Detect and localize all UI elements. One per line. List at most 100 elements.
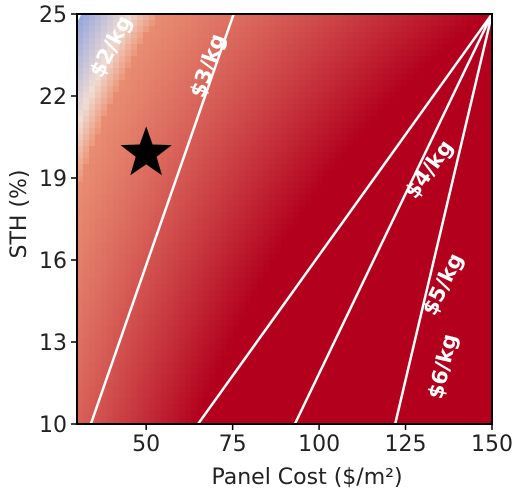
heatmap-cell	[173, 326, 180, 333]
heatmap-cell	[173, 26, 180, 33]
heatmap-cell	[365, 278, 372, 285]
heatmap-cell	[365, 164, 372, 171]
heatmap-cell	[419, 218, 426, 225]
heatmap-cell	[149, 74, 156, 81]
heatmap-cell	[263, 80, 270, 87]
heatmap-cell	[413, 50, 420, 57]
heatmap-cell	[197, 404, 204, 411]
heatmap-cell	[389, 392, 396, 399]
heatmap-cell	[305, 302, 312, 309]
heatmap-cell	[113, 362, 120, 369]
heatmap-cell	[83, 296, 90, 303]
heatmap-cell	[215, 320, 222, 327]
heatmap-cell	[449, 110, 456, 117]
heatmap-cell	[413, 284, 420, 291]
heatmap-cell	[77, 218, 84, 225]
heatmap-cell	[395, 98, 402, 105]
heatmap-cell	[95, 152, 102, 159]
heatmap-cell	[341, 110, 348, 117]
heatmap-cell	[203, 38, 210, 45]
heatmap-cell	[407, 68, 414, 75]
heatmap-cell	[221, 422, 228, 424]
heatmap-cell	[443, 368, 450, 375]
heatmap-cell	[425, 14, 432, 21]
heatmap-cell	[293, 20, 300, 27]
heatmap-cell	[431, 416, 438, 423]
heatmap-cell	[281, 14, 288, 21]
heatmap-cell	[197, 368, 204, 375]
heatmap-cell	[191, 134, 198, 141]
heatmap-cell	[239, 380, 246, 387]
heatmap-cell	[149, 290, 156, 297]
heatmap-cell	[161, 206, 168, 213]
heatmap-cell	[413, 176, 420, 183]
heatmap-cell	[485, 302, 492, 309]
heatmap-cell	[479, 122, 486, 129]
heatmap-cell	[257, 290, 264, 297]
heatmap-cell	[377, 392, 384, 399]
heatmap-cell	[263, 170, 270, 177]
heatmap-cell	[293, 206, 300, 213]
heatmap-cell	[143, 308, 150, 315]
heatmap-cell	[365, 392, 372, 399]
heatmap-cell	[389, 128, 396, 135]
heatmap-cell	[305, 20, 312, 27]
heatmap-cell	[287, 392, 294, 399]
heatmap-cell	[209, 134, 216, 141]
heatmap-cell	[455, 116, 462, 123]
heatmap-cell	[449, 140, 456, 147]
heatmap-cell	[275, 128, 282, 135]
heatmap-cell	[83, 344, 90, 351]
heatmap-cell	[311, 116, 318, 123]
heatmap-cell	[233, 182, 240, 189]
heatmap-cell	[287, 218, 294, 225]
heatmap-cell	[419, 422, 426, 424]
heatmap-cell	[377, 338, 384, 345]
heatmap-cell	[131, 374, 138, 381]
heatmap-cell	[365, 248, 372, 255]
heatmap-cell	[221, 224, 228, 231]
heatmap-cell	[119, 362, 126, 369]
heatmap-cell	[251, 416, 258, 423]
heatmap-cell	[395, 296, 402, 303]
heatmap-cell	[401, 158, 408, 165]
heatmap-cell	[161, 74, 168, 81]
heatmap-cell	[335, 152, 342, 159]
heatmap-cell	[173, 386, 180, 393]
heatmap-cell	[407, 62, 414, 69]
heatmap-cell	[83, 356, 90, 363]
heatmap-cell	[113, 188, 120, 195]
heatmap-cell	[311, 296, 318, 303]
heatmap-cell	[473, 182, 480, 189]
heatmap-cell	[239, 320, 246, 327]
heatmap-cell	[419, 134, 426, 141]
heatmap-cell	[455, 308, 462, 315]
heatmap-cell	[185, 50, 192, 57]
heatmap-cell	[437, 362, 444, 369]
heatmap-cell	[377, 146, 384, 153]
heatmap-cell	[461, 356, 468, 363]
heatmap-cell	[179, 230, 186, 237]
heatmap-cell	[95, 20, 102, 27]
heatmap-cell	[215, 134, 222, 141]
heatmap-cell	[83, 92, 90, 99]
heatmap-cell	[389, 188, 396, 195]
heatmap-cell	[383, 260, 390, 267]
heatmap-cell	[317, 272, 324, 279]
heatmap-cell	[311, 110, 318, 117]
heatmap-cell	[347, 176, 354, 183]
heatmap-cell	[347, 386, 354, 393]
heatmap-cell	[293, 212, 300, 219]
heatmap-cell	[221, 158, 228, 165]
heatmap-cell	[419, 398, 426, 405]
heatmap-cell	[389, 344, 396, 351]
heatmap-cell	[377, 134, 384, 141]
heatmap-cell	[371, 218, 378, 225]
heatmap-cell	[161, 218, 168, 225]
heatmap-cell	[323, 404, 330, 411]
heatmap-cell	[353, 86, 360, 93]
heatmap-cell	[173, 320, 180, 327]
heatmap-cell	[413, 182, 420, 189]
heatmap-cell	[149, 116, 156, 123]
heatmap-cell	[293, 170, 300, 177]
